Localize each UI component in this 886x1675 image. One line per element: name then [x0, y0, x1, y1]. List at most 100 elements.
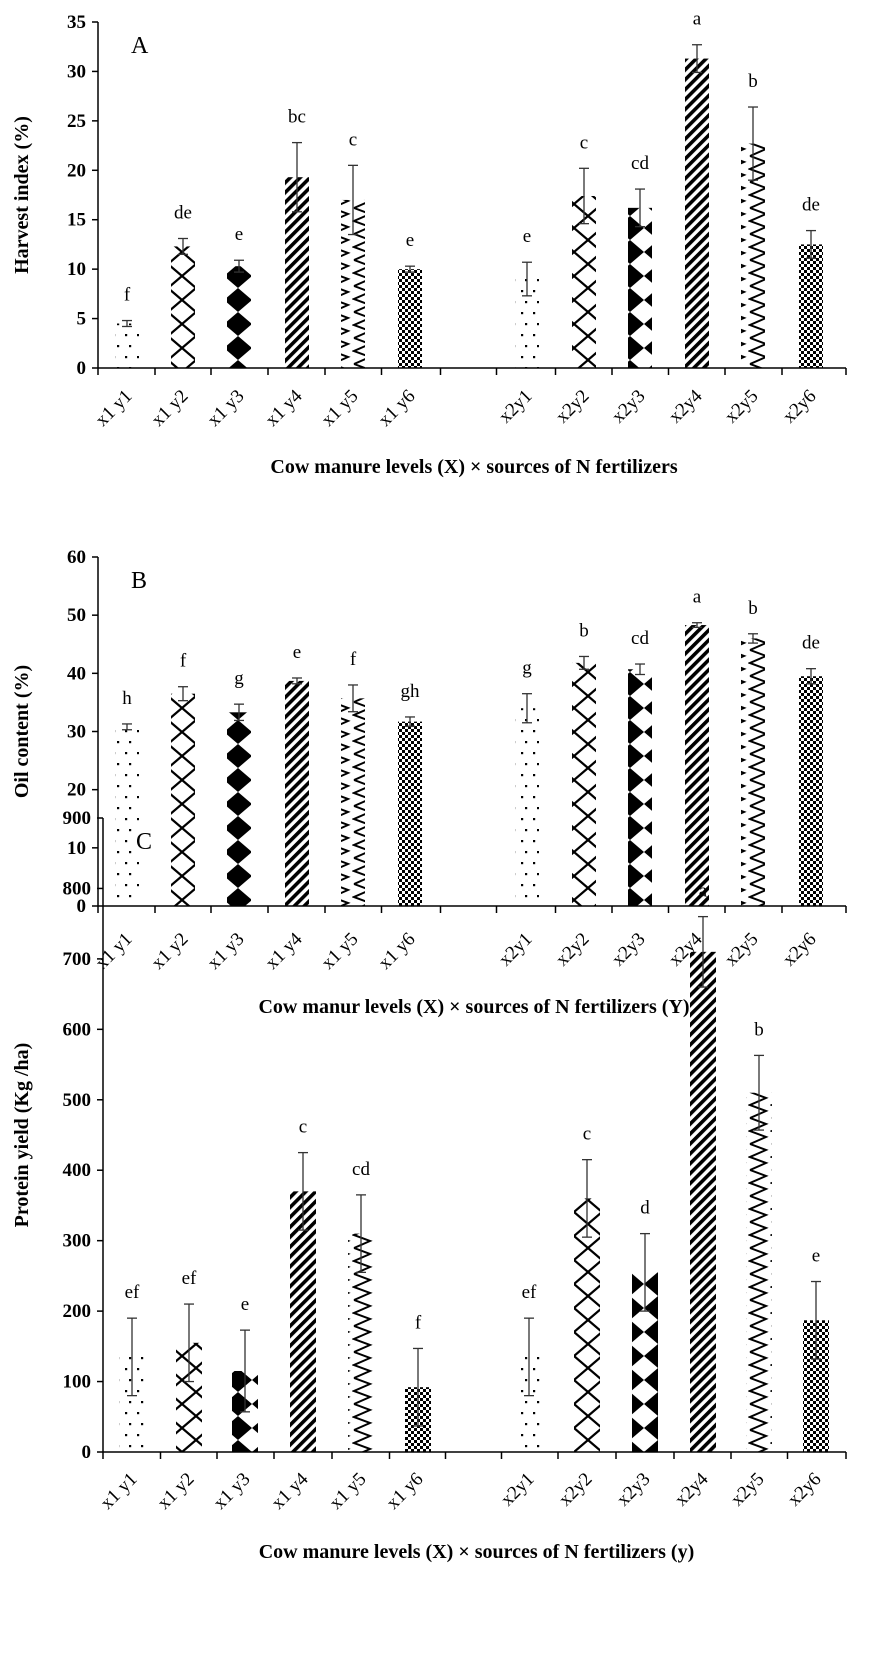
- error-bar-x2y3: [635, 663, 645, 676]
- x-tick-label-x1y1: x1 y1: [91, 929, 136, 974]
- significance-letter-x2y2: b: [579, 620, 589, 641]
- significance-letter-x2y2: c: [583, 1124, 591, 1145]
- significance-letter-x1y1: f: [124, 285, 131, 306]
- y-tick-label: 300: [63, 1231, 92, 1252]
- x-tick-label-x2y3: x2y3: [608, 929, 650, 971]
- y-tick-label: 600: [63, 1019, 92, 1040]
- x-tick-label-x2y4: x2y4: [671, 1468, 713, 1510]
- significance-letter-x1y6: f: [415, 1312, 422, 1333]
- bar-x2y6: [799, 244, 823, 368]
- significance-letter-x2y4: a: [693, 587, 702, 608]
- y-tick-label: 0: [77, 358, 87, 379]
- significance-letter-x2y5: b: [754, 1019, 764, 1040]
- y-axis-title: Protein yield (Kg /ha): [11, 1043, 33, 1228]
- x-tick-label-x2y2: x2y2: [555, 1469, 597, 1511]
- error-bar-x2y6: [811, 1280, 821, 1360]
- x-tick-label-x1y5: x1 y5: [317, 386, 362, 431]
- bar-x1y6: [398, 269, 422, 368]
- error-bar-x1y3: [234, 703, 244, 722]
- error-bar-x2y4: [692, 622, 702, 629]
- y-tick-label: 500: [63, 1090, 92, 1111]
- bar-x2y2: [572, 662, 596, 906]
- significance-letter-x2y4: a: [693, 9, 702, 30]
- error-bar-x1y3: [240, 1329, 250, 1413]
- bar-x1y2: [171, 246, 195, 368]
- error-bar-x2y5: [748, 106, 758, 181]
- bar-x1y4: [285, 680, 309, 906]
- y-tick-label: 20: [67, 160, 86, 181]
- x-axis-title: Cow manur levels (X) × sources of N fert…: [258, 996, 689, 1018]
- x-tick-label-x1y3: x1 y3: [203, 929, 248, 974]
- significance-letter-x2y4: a: [699, 881, 708, 902]
- error-bar-x1y4: [292, 677, 302, 685]
- bar-x2y1: [515, 708, 539, 906]
- x-tick-label-x2y6: x2y6: [779, 929, 821, 971]
- error-bar-x2y1: [522, 261, 532, 297]
- bar-x2y4: [685, 58, 709, 368]
- error-bar-x2y2: [579, 655, 589, 670]
- x-tick-label-x1y4: x1 y4: [267, 1468, 312, 1513]
- bar-x2y3: [628, 207, 652, 368]
- significance-letter-x2y1: e: [523, 226, 531, 247]
- error-bar-x1y4: [298, 1151, 308, 1231]
- significance-letter-x2y3: cd: [631, 628, 649, 649]
- x-tick-label-x1y2: x1 y2: [147, 386, 192, 431]
- error-bar-x1y2: [184, 1303, 194, 1383]
- error-bar-x2y2: [582, 1159, 592, 1238]
- x-tick-label-x2y1: x2y1: [495, 386, 537, 428]
- significance-letter-x1y3: e: [235, 224, 243, 245]
- error-bar-x1y6: [405, 265, 415, 273]
- significance-letter-x2y5: b: [748, 598, 758, 619]
- error-bar-x2y3: [640, 1232, 650, 1312]
- error-bar-x2y2: [579, 167, 589, 225]
- bar-x2y6: [799, 676, 823, 906]
- x-tick-label-x2y6: x2y6: [779, 386, 821, 428]
- panel-letter: B: [131, 568, 147, 594]
- x-tick-label-x1y2: x1 y2: [153, 1469, 198, 1514]
- error-bar-x1y5: [348, 164, 358, 236]
- bar-x2y5: [741, 143, 765, 368]
- significance-letter-x2y6: de: [802, 633, 820, 654]
- x-tick-label-x1y4: x1 y4: [261, 385, 306, 430]
- error-bar-x1y1: [122, 319, 132, 328]
- significance-letter-x1y5: cd: [352, 1159, 370, 1180]
- error-bar-x2y4: [698, 915, 708, 988]
- significance-letter-x1y4: c: [299, 1117, 307, 1138]
- y-tick-label: 400: [63, 1160, 92, 1181]
- significance-letter-x1y2: de: [174, 202, 192, 223]
- significance-letter-x1y4: bc: [288, 107, 306, 128]
- bar-x1y3: [227, 266, 251, 368]
- bar-x2y2: [574, 1198, 600, 1452]
- significance-letter-x1y1: ef: [125, 1282, 140, 1303]
- error-bar-x2y1: [522, 693, 532, 724]
- x-axis-title: Cow manure levels (X) × sources of N fer…: [270, 456, 677, 478]
- bar-x1y3: [227, 712, 251, 906]
- y-tick-label: 0: [82, 1442, 92, 1463]
- y-tick-label: 900: [63, 808, 92, 829]
- x-tick-label-x1y1: x1 y1: [91, 386, 136, 431]
- y-tick-label: 10: [67, 838, 86, 859]
- x-tick-label-x2y5: x2y5: [721, 929, 763, 971]
- x-tick-label-x2y5: x2y5: [721, 386, 763, 428]
- y-tick-label: 20: [67, 780, 86, 801]
- x-tick-label-x1y6: x1 y6: [382, 1469, 427, 1514]
- error-bar-x1y6: [413, 1347, 423, 1427]
- bar-x2y2: [572, 195, 596, 368]
- y-tick-label: 200: [63, 1301, 92, 1322]
- bar-x1y5: [341, 698, 365, 906]
- x-tick-label-x1y4: x1 y4: [261, 928, 306, 973]
- bar-x2y4: [690, 951, 716, 1452]
- bar-x1y6: [398, 721, 422, 906]
- x-tick-label-x2y6: x2y6: [784, 1469, 826, 1511]
- significance-letter-x2y6: de: [802, 195, 820, 216]
- bar-x2y5: [746, 1092, 772, 1452]
- y-tick-label: 35: [67, 12, 86, 33]
- y-axis-title: Oil content (%): [11, 665, 33, 798]
- x-tick-label-x2y3: x2y3: [613, 1469, 655, 1511]
- bar-x2y3: [628, 669, 652, 906]
- x-tick-label-x1y3: x1 y3: [209, 1469, 254, 1514]
- significance-letter-x1y5: f: [350, 649, 357, 670]
- x-tick-label-x1y5: x1 y5: [325, 1469, 370, 1514]
